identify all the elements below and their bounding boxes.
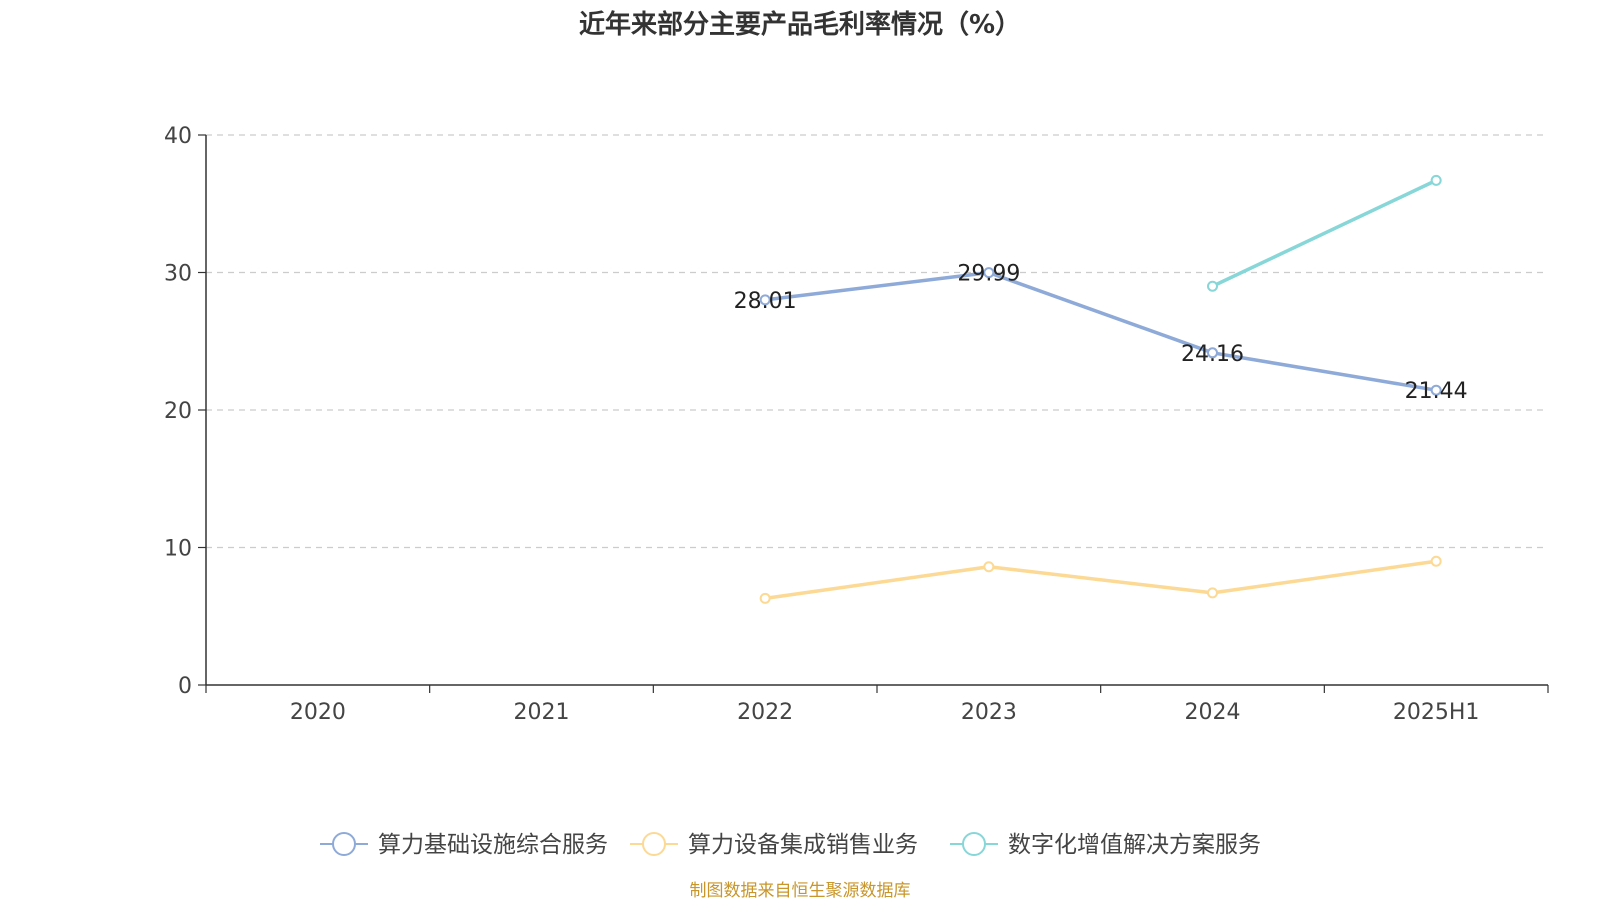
data-label: 21.44: [1405, 379, 1468, 404]
data-point: [759, 294, 771, 306]
source-note: 制图数据来自恒生聚源数据库: [689, 881, 911, 901]
legend-marker: [332, 832, 356, 856]
x-tick-label: 2021: [514, 700, 570, 725]
legend-label: 算力基础设施综合服务: [378, 832, 608, 858]
data-point: [1207, 280, 1218, 292]
series-line-2: [1211, 178, 1437, 288]
series-lines: [759, 174, 1442, 604]
data-point: [1207, 587, 1218, 599]
grid-lines: [206, 134, 1548, 549]
legend[interactable]: 算力基础设施综合服务 算力设备集成销售业务 数字化增值解决方案服务: [320, 832, 1261, 858]
legend-item[interactable]: 算力设备集成销售业务: [630, 832, 918, 858]
x-tick-label: 2023: [961, 700, 1017, 725]
data-label: 28.01: [734, 289, 797, 314]
x-tick-label: 2024: [1185, 700, 1241, 725]
data-point: [759, 592, 771, 604]
y-tick-label: 20: [164, 399, 192, 424]
y-tick-label: 30: [164, 262, 192, 287]
x-tick-label: 2020: [290, 700, 346, 725]
y-tick-label: 0: [178, 674, 192, 699]
legend-item[interactable]: 数字化增值解决方案服务: [950, 832, 1261, 858]
series-line-1: [764, 559, 1437, 601]
chart-title: 近年来部分主要产品毛利率情况（%）: [578, 10, 1022, 40]
data-label: 29.99: [957, 262, 1020, 287]
data-point: [983, 561, 995, 573]
y-tick-label: 10: [164, 537, 192, 562]
data-point: [1430, 384, 1442, 396]
legend-marker: [642, 832, 666, 856]
x-tick-label: 2022: [737, 700, 793, 725]
series-line-0: [764, 270, 1437, 392]
data-point: [1430, 174, 1442, 186]
legend-marker: [962, 832, 986, 856]
data-label: 24.16: [1181, 342, 1244, 367]
y-tick-label: 40: [164, 124, 192, 149]
data-point: [983, 267, 995, 279]
data-point: [1207, 347, 1218, 359]
x-tick-label: 2025H1: [1393, 700, 1480, 725]
axes: 0 10 20 30 40 2020 2021 2022 2023 2024 2025H1: [164, 124, 1549, 725]
legend-item[interactable]: 算力基础设施综合服务: [320, 832, 608, 858]
data-labels: 28.01 29.99 24.16 21.44: [734, 262, 1468, 405]
data-point: [1430, 555, 1442, 567]
legend-label: 数字化增值解决方案服务: [1008, 832, 1261, 858]
legend-label: 算力设备集成销售业务: [688, 832, 918, 858]
